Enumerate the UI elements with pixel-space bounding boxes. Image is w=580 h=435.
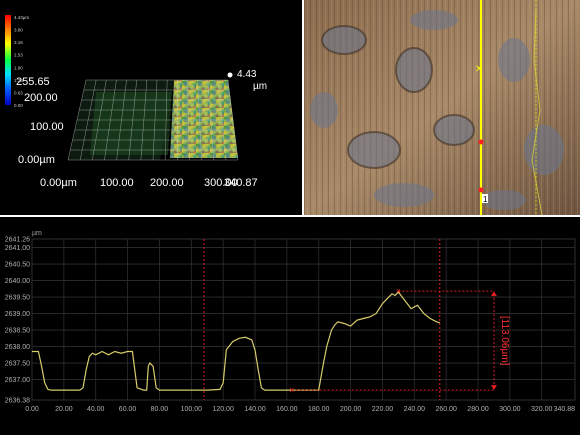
3d-axis-labels: 255.65 200.00 100.00 0.00µm 0.00µm 100.0… (16, 69, 267, 189)
color-scale-label: 4.43µm (14, 15, 29, 20)
x-tick-label: 220.00 (372, 406, 394, 413)
x-tick-label: 20.00 (55, 406, 73, 413)
3d-view-canvas[interactable]: 4.43µm 3.80 3.16 2.53 1.90 1.26 0.63 0.00 255.6… (0, 0, 302, 215)
x-label-100: 100.00 (100, 177, 134, 189)
x-tick-label: 60.00 (119, 406, 137, 413)
y-tick-label: 2638.50 (5, 328, 30, 335)
x-tick-label: 280.00 (467, 406, 489, 413)
surface-left-region (90, 92, 172, 155)
y-label-100: 100.00 (30, 121, 64, 133)
y-tick-label: 2636.38 (5, 398, 30, 405)
x-tick-label: 340.88 (554, 406, 576, 413)
secondary-trace (531, 9, 543, 215)
color-scale-label: 1.26 (14, 78, 23, 83)
x-tick-label: 180.00 (308, 406, 330, 413)
profile-grid (31, 238, 576, 401)
y-tick-label: 2640.50 (5, 262, 30, 269)
x-tick-label: 0.00 (25, 406, 39, 413)
y-tick-label: 2641.00 (5, 245, 30, 252)
x-tick-label: 100.00 (181, 406, 203, 413)
x-label-max: 340.87 (224, 177, 258, 189)
x-label-200: 200.00 (150, 177, 184, 189)
x-tick-label: 160.00 (276, 406, 298, 413)
y-tick-label: 2639.50 (5, 295, 30, 302)
measurement-label: [113.06µm] (499, 316, 510, 366)
profile-series-line (32, 291, 440, 391)
color-scale-labels: 4.43µm 3.80 3.16 2.53 1.90 1.26 0.63 0.00 (14, 15, 29, 108)
color-scale-label: 3.80 (14, 28, 23, 33)
y-label-zero: 0.00µm (18, 154, 55, 166)
measure-point-marker[interactable]: × (396, 286, 401, 296)
line-number: 1 (483, 195, 488, 204)
color-scale-bar (5, 15, 11, 105)
z-unit: µm (253, 81, 267, 92)
profile-chart-panel[interactable]: µm 2641.26 2641.00 2640.50 2640.00 2639.50 26… (0, 217, 580, 435)
y-tick-label: 2637.50 (5, 361, 30, 368)
color-scale-label: 0.63 (14, 90, 23, 95)
color-scale-label: 1.90 (14, 65, 23, 70)
x-tick-label: 300.00 (499, 406, 521, 413)
x-label-zero: 0.00µm (40, 177, 77, 189)
surface-features (310, 10, 564, 210)
z-max-value: 4.43 (237, 69, 257, 80)
color-scale-label: 2.53 (14, 53, 23, 58)
color-scale-label: 3.16 (14, 40, 23, 45)
height-map-surface (170, 80, 238, 158)
y-tick-label: 2638.00 (5, 344, 30, 351)
y-tick-label: 2639.00 (5, 311, 30, 318)
x-tick-label: 120.00 (212, 406, 234, 413)
arrow-head-down (490, 385, 497, 391)
x-tick-label: 40.00 (87, 406, 105, 413)
3d-grid (67, 79, 239, 161)
x-tick-label: 240.00 (404, 406, 426, 413)
color-scale-label: 0.00 (14, 103, 23, 108)
x-label-300: 300.00 (204, 177, 238, 189)
y-label-top: 255.65 (16, 76, 50, 88)
x-tick-label: 140.00 (244, 406, 266, 413)
crater-rims (321, 25, 475, 169)
measure-point-marker[interactable]: × (289, 385, 294, 395)
y-tick-label: 2637.00 (5, 377, 30, 384)
line-start-marker[interactable] (478, 187, 484, 193)
y-tick-label: 2641.26 (5, 237, 30, 244)
x-tick-label: 80.00 (151, 406, 169, 413)
optical-image-panel[interactable]: ✕ 1 (304, 0, 580, 215)
line-number-badge (482, 194, 488, 203)
optical-image-canvas[interactable]: ✕ 1 (304, 0, 580, 215)
x-tick-label: 200.00 (340, 406, 362, 413)
y-label-200: 200.00 (24, 92, 58, 104)
arrow-head-up (490, 291, 497, 297)
x-tick-label: 320.00 (531, 406, 553, 413)
3d-view-panel[interactable]: 4.43µm 3.80 3.16 2.53 1.90 1.26 0.63 0.00 255.6… (0, 0, 302, 215)
height-measurement[interactable]: ×× (289, 286, 497, 395)
y-tick-label: 2640.00 (5, 278, 30, 285)
y-axis-unit: µm (32, 230, 42, 237)
line-midpoint-marker[interactable] (478, 139, 484, 145)
z-axis-handle[interactable] (227, 72, 233, 78)
x-axis-ticks: 0.00 20.00 40.00 60.00 80.00 100.00 120.00 140.… (25, 406, 575, 413)
x-tick-label: 260.00 (435, 406, 457, 413)
line-end-marker[interactable]: ✕ (475, 64, 483, 75)
profile-chart[interactable]: µm 2641.262641.002640.502640.002639.5026… (0, 217, 580, 435)
cursor-lines[interactable] (203, 239, 441, 400)
